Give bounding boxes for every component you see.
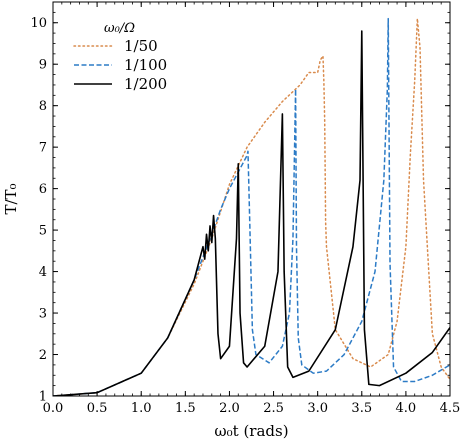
y-tick-label: 4 [39,265,47,280]
y-tick-label: 2 [39,348,47,363]
series-line-1-100 [53,17,450,396]
series-line-1-50 [53,17,450,396]
series-line-1-200 [53,30,450,396]
x-tick-label: 3.5 [351,401,372,416]
x-tick-label: 4.5 [440,401,461,416]
x-tick-label: 2.0 [219,401,240,416]
y-tick-label: 7 [39,141,47,156]
x-tick-label: 2.5 [263,401,284,416]
x-tick-label: 1.0 [131,401,152,416]
y-tick-label: 5 [39,224,47,239]
legend-label: 1/50 [124,37,158,55]
y-tick-label: 6 [39,182,47,197]
y-tick-label: 10 [30,16,47,31]
x-tick-label: 4.0 [396,401,417,416]
x-tick-label: 0.5 [87,401,108,416]
series-lines [53,17,450,396]
y-tick-label: 3 [39,307,47,322]
x-tick-label: 1.5 [175,401,196,416]
y-tick-label: 8 [39,99,47,114]
x-tick-label: 3.0 [307,401,328,416]
x-axis-label: ω₀t (rads) [214,422,288,440]
axis-tick-labels: 0.0 0.5 1.0 1.5 2.0 2.5 3.0 3.5 4.0 4.5 1 2 3 4 5 6 7 8 9 1… [30,16,460,416]
axis-ticks [52,1,451,397]
legend-label: 1/200 [124,75,167,93]
legend-label: 1/100 [124,56,167,74]
legend-title: ω₀/Ω [104,21,135,36]
plot-frame [52,1,451,397]
y-tick-label: 1 [39,390,47,405]
x-tick-label: 0.0 [43,401,64,416]
y-tick-label: 9 [39,58,47,73]
y-axis-label: T/T₀ [2,183,20,214]
